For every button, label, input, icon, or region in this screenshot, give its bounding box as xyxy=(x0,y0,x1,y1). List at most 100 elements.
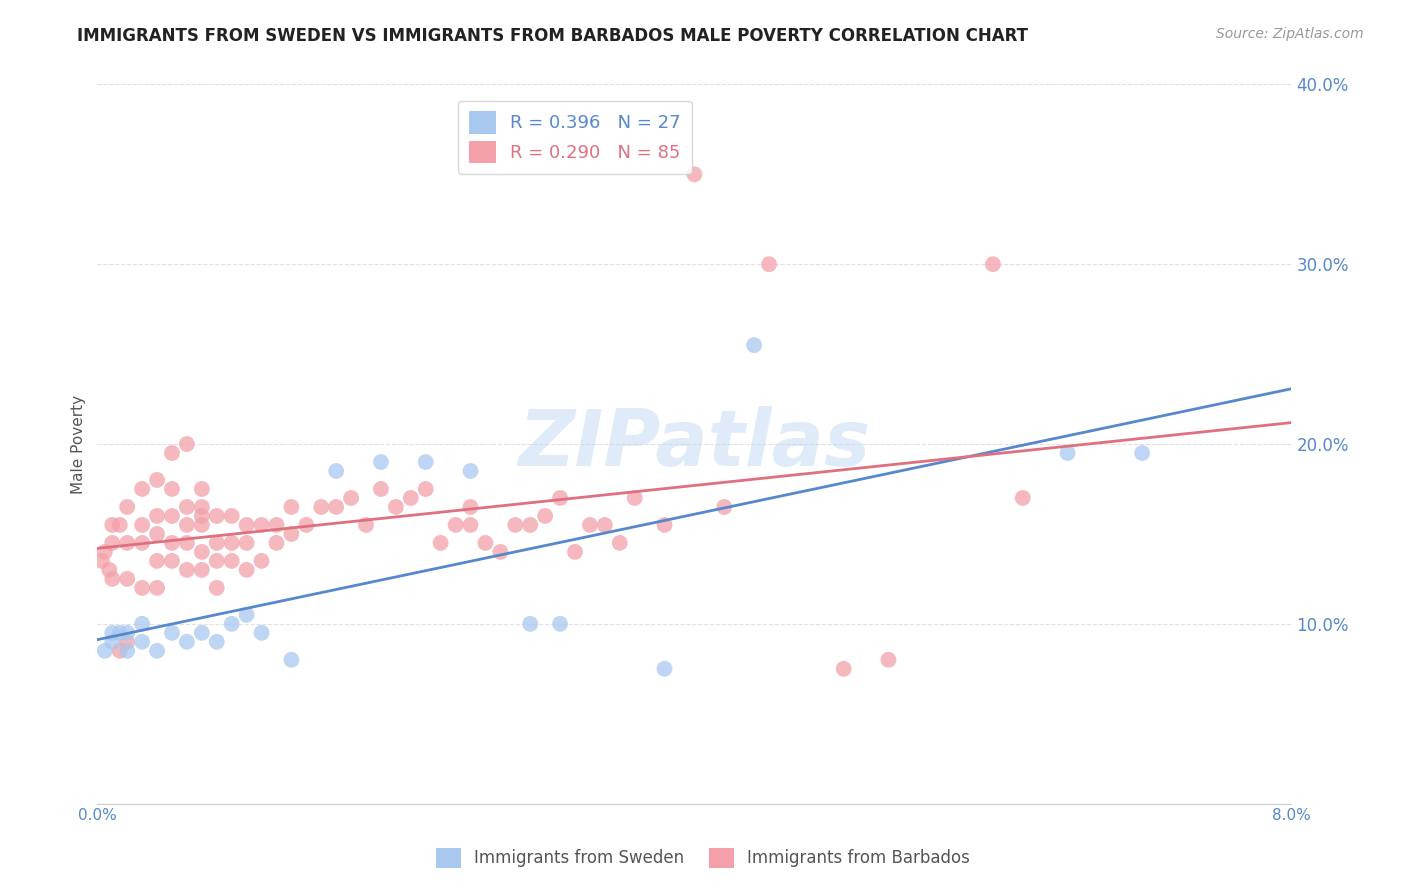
Point xyxy=(221,554,243,568)
Point xyxy=(1056,446,1078,460)
Point xyxy=(370,482,392,496)
Point xyxy=(101,536,124,550)
Point xyxy=(325,464,347,478)
Point xyxy=(131,581,153,595)
Point xyxy=(742,338,765,352)
Point xyxy=(832,662,855,676)
Point xyxy=(415,482,437,496)
Point xyxy=(981,257,1004,271)
Point xyxy=(280,527,302,541)
Point xyxy=(176,517,198,532)
Point xyxy=(623,491,645,505)
Point xyxy=(221,536,243,550)
Point xyxy=(519,517,541,532)
Point xyxy=(160,625,183,640)
Point xyxy=(108,517,131,532)
Point xyxy=(146,527,169,541)
Point xyxy=(309,500,332,514)
Point xyxy=(654,517,676,532)
Point xyxy=(101,625,124,640)
Text: ZIPatlas: ZIPatlas xyxy=(519,406,870,482)
Point xyxy=(758,257,780,271)
Point xyxy=(235,607,257,622)
Point xyxy=(564,545,586,559)
Point xyxy=(176,635,198,649)
Legend: R = 0.396   N = 27, R = 0.290   N = 85: R = 0.396 N = 27, R = 0.290 N = 85 xyxy=(458,101,692,174)
Point xyxy=(205,554,228,568)
Point xyxy=(221,616,243,631)
Point xyxy=(295,517,318,532)
Point xyxy=(176,437,198,451)
Point xyxy=(683,167,706,181)
Point xyxy=(108,644,131,658)
Point xyxy=(399,491,422,505)
Point xyxy=(266,536,288,550)
Point xyxy=(191,482,214,496)
Point xyxy=(108,625,131,640)
Point xyxy=(160,554,183,568)
Point xyxy=(94,545,117,559)
Point xyxy=(101,517,124,532)
Point xyxy=(221,508,243,523)
Point xyxy=(325,500,347,514)
Point xyxy=(460,500,482,514)
Point xyxy=(191,500,214,514)
Point xyxy=(415,455,437,469)
Point xyxy=(131,517,153,532)
Point xyxy=(191,625,214,640)
Point xyxy=(115,644,138,658)
Point xyxy=(370,455,392,469)
Point xyxy=(654,662,676,676)
Point xyxy=(205,635,228,649)
Point xyxy=(160,446,183,460)
Point xyxy=(146,508,169,523)
Point xyxy=(503,517,526,532)
Point xyxy=(115,536,138,550)
Point xyxy=(548,491,571,505)
Point xyxy=(131,616,153,631)
Point xyxy=(1011,491,1033,505)
Point xyxy=(146,644,169,658)
Point xyxy=(235,563,257,577)
Point xyxy=(205,581,228,595)
Point xyxy=(131,635,153,649)
Point xyxy=(385,500,408,514)
Point xyxy=(101,635,124,649)
Point xyxy=(191,545,214,559)
Point xyxy=(146,554,169,568)
Point xyxy=(444,517,467,532)
Point xyxy=(115,572,138,586)
Point xyxy=(160,508,183,523)
Point xyxy=(250,554,273,568)
Point xyxy=(280,500,302,514)
Point xyxy=(250,517,273,532)
Point xyxy=(176,536,198,550)
Point xyxy=(609,536,631,550)
Point xyxy=(101,572,124,586)
Point xyxy=(205,508,228,523)
Point xyxy=(235,536,257,550)
Point xyxy=(250,625,273,640)
Point xyxy=(90,554,112,568)
Point xyxy=(354,517,377,532)
Point xyxy=(176,500,198,514)
Point xyxy=(131,536,153,550)
Point xyxy=(713,500,735,514)
Point xyxy=(877,653,900,667)
Point xyxy=(191,508,214,523)
Text: IMMIGRANTS FROM SWEDEN VS IMMIGRANTS FROM BARBADOS MALE POVERTY CORRELATION CHAR: IMMIGRANTS FROM SWEDEN VS IMMIGRANTS FRO… xyxy=(77,27,1028,45)
Y-axis label: Male Poverty: Male Poverty xyxy=(72,394,86,493)
Point xyxy=(98,563,121,577)
Point xyxy=(548,616,571,631)
Point xyxy=(191,563,214,577)
Point xyxy=(340,491,363,505)
Point xyxy=(579,517,602,532)
Point xyxy=(176,563,198,577)
Point xyxy=(94,644,117,658)
Point xyxy=(146,473,169,487)
Point xyxy=(460,464,482,478)
Point xyxy=(160,536,183,550)
Point xyxy=(489,545,512,559)
Point xyxy=(460,517,482,532)
Point xyxy=(235,517,257,532)
